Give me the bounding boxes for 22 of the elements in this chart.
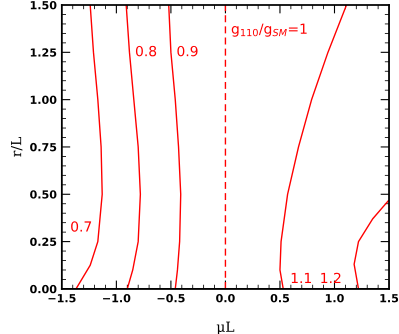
x-tick-label: −1.5: [48, 294, 76, 302]
x-tick-label: 1.0: [326, 294, 344, 302]
x-tick-label: −0.5: [158, 294, 185, 302]
x-tick-label: −1.0: [103, 294, 130, 302]
y-tick-label: 1.00: [30, 96, 56, 104]
x-tick-label: 1.5: [380, 294, 398, 302]
x-tick-label: 0.5: [270, 294, 290, 302]
series-label: 1.2: [321, 272, 340, 284]
y-tick-label: 0.50: [30, 190, 56, 199]
line-series: [353, 199, 390, 289]
y-tick-label: 0.75: [30, 142, 56, 152]
series-label: 0.9: [177, 46, 198, 56]
y-tick-label: 0.25: [30, 238, 56, 246]
y-tick-label: 0.00: [30, 284, 56, 294]
y-axis-title: r/L: [11, 137, 22, 157]
series-label: g$_{110}$/g$_{SM}$=1: [232, 24, 307, 37]
x-tick-label: 0.0: [216, 294, 235, 302]
series-label: 0.7: [71, 221, 92, 232]
y-tick-label: 1.25: [30, 48, 56, 57]
series-label: 1.1: [292, 272, 311, 284]
series-label: 0.8: [136, 46, 156, 56]
y-tick-label: 1.50: [30, 0, 56, 10]
